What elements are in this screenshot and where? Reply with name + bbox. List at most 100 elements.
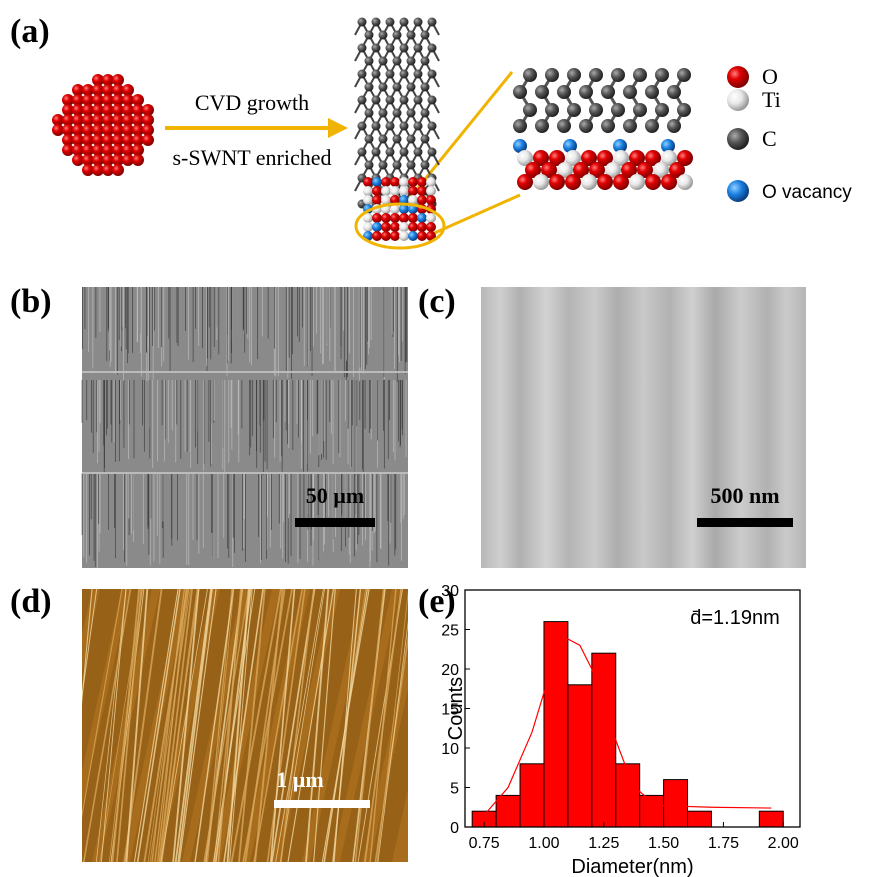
atom <box>407 135 416 144</box>
atom <box>365 83 374 92</box>
interface-model <box>513 68 693 190</box>
atom <box>381 186 391 196</box>
atom <box>421 31 430 40</box>
atom <box>428 148 437 157</box>
bar <box>688 811 712 827</box>
atom <box>533 174 549 190</box>
atom <box>408 231 418 241</box>
atom <box>677 174 693 190</box>
atom <box>727 89 749 111</box>
atom <box>407 161 416 170</box>
atom <box>372 195 382 205</box>
atom <box>365 135 374 144</box>
atom <box>535 85 549 99</box>
atom <box>372 18 381 27</box>
atom <box>407 31 416 40</box>
atom <box>589 68 603 82</box>
atom <box>386 18 395 27</box>
scale-bar <box>295 518 375 527</box>
panel-a: (a) CVD growth s-SWNT enriched OTiCO vac… <box>10 13 852 248</box>
atom <box>417 186 427 196</box>
atom <box>393 161 402 170</box>
x-tick-label: 0.75 <box>469 835 500 852</box>
atom <box>677 103 691 117</box>
arrow-text: s-SWNT enriched <box>172 145 331 170</box>
atom <box>381 222 391 232</box>
atom <box>611 68 625 82</box>
atom <box>399 213 409 223</box>
atom <box>399 231 409 241</box>
atom <box>408 177 418 187</box>
atom <box>372 122 381 131</box>
atom <box>549 174 565 190</box>
atom <box>557 85 571 99</box>
bar <box>544 622 568 827</box>
atom <box>417 177 427 187</box>
atom <box>358 122 367 131</box>
atom <box>393 83 402 92</box>
atom <box>386 44 395 53</box>
atom <box>379 57 388 66</box>
arrow-head <box>328 118 348 138</box>
y-tick-label: 30 <box>441 583 459 600</box>
atom <box>613 174 629 190</box>
atom <box>407 83 416 92</box>
atom <box>390 231 400 241</box>
atom <box>597 174 613 190</box>
atom <box>629 174 645 190</box>
bar <box>759 811 783 827</box>
atom <box>365 31 374 40</box>
legend-label: Ti <box>762 87 781 112</box>
atom <box>390 186 400 196</box>
atom <box>645 85 659 99</box>
atom <box>379 31 388 40</box>
atom <box>408 213 418 223</box>
bar <box>520 764 544 827</box>
legend-label: O <box>762 64 778 89</box>
atom <box>426 195 436 205</box>
legend-label: C <box>762 126 777 151</box>
atom <box>400 148 409 157</box>
atom <box>393 57 402 66</box>
atom <box>358 18 367 27</box>
panel-label: (c) <box>418 283 456 320</box>
atom <box>421 83 430 92</box>
atom <box>417 195 427 205</box>
atom <box>727 180 749 202</box>
atom <box>426 222 436 232</box>
atom <box>426 213 436 223</box>
atom <box>655 68 669 82</box>
atom <box>414 148 423 157</box>
atom <box>579 119 593 133</box>
atom <box>407 109 416 118</box>
atom <box>372 70 381 79</box>
scale-bar <box>697 518 793 527</box>
atom <box>417 222 427 232</box>
atom <box>421 135 430 144</box>
x-axis-label: Diameter(nm) <box>571 856 693 877</box>
atom <box>386 96 395 105</box>
atom <box>390 177 400 187</box>
atom <box>623 85 637 99</box>
atom <box>390 222 400 232</box>
legend-label: O vacancy <box>762 182 852 203</box>
atom <box>142 134 154 146</box>
atom <box>421 161 430 170</box>
scale-bar-label: 50 µm <box>306 483 365 508</box>
panel-label: (a) <box>10 13 50 50</box>
atom <box>386 70 395 79</box>
atom <box>645 119 659 133</box>
bar <box>664 780 688 827</box>
atom <box>358 44 367 53</box>
y-tick-label: 0 <box>450 820 459 837</box>
atom <box>399 177 409 187</box>
atom <box>727 66 749 88</box>
scale-bar-label: 500 nm <box>710 483 779 508</box>
atom <box>381 231 391 241</box>
atom <box>633 68 647 82</box>
atom <box>414 122 423 131</box>
atom <box>567 68 581 82</box>
atom <box>393 109 402 118</box>
atom <box>399 222 409 232</box>
x-tick-label: 1.50 <box>648 835 679 852</box>
